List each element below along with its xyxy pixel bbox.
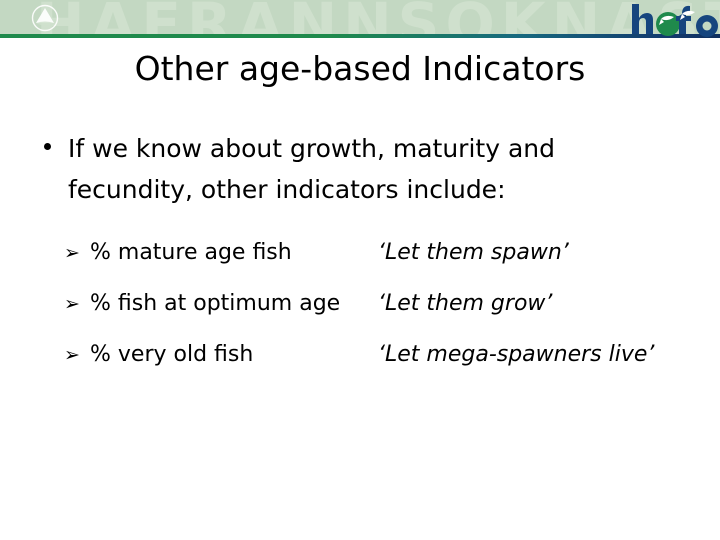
main-bullet-text: If we know about growth, maturity and fe… <box>68 134 555 204</box>
sub-indicator-list: ➢ % mature age fish ‘Let them spawn’ ➢ %… <box>0 234 720 387</box>
sub-item-label: % fish at optimum age <box>90 291 341 316</box>
sub-item-label: % mature age fish <box>90 240 292 265</box>
arrow-marker-icon: ➢ <box>64 242 80 264</box>
page-title: Other age-based Indicators <box>134 49 586 88</box>
header-divider-rule <box>0 34 720 38</box>
sub-item-label: % very old fish <box>90 342 254 367</box>
circle-cone-emblem-icon <box>30 3 60 33</box>
header-band: HAFRANNSÓKNASTOFNUN <box>0 0 720 34</box>
hafro-logo-icon <box>628 0 720 46</box>
sub-item-quote: ‘Let them spawn’ <box>378 240 569 265</box>
list-item: ➢ % fish at optimum age ‘Let them grow’ <box>0 285 720 336</box>
header-watermark-text: HAFRANNSÓKNASTOFNUN <box>36 0 720 34</box>
slide-body: If we know about growth, maturity and fe… <box>0 128 720 387</box>
list-item: ➢ % very old fish ‘Let mega-spawners liv… <box>0 336 720 387</box>
list-item: ➢ % mature age fish ‘Let them spawn’ <box>0 234 720 285</box>
sub-item-quote: ‘Let mega-spawners live’ <box>378 342 655 367</box>
sub-item-quote: ‘Let them grow’ <box>378 291 553 316</box>
bullet-dot-icon <box>44 143 51 150</box>
arrow-marker-icon: ➢ <box>64 293 80 315</box>
main-bullet-item: If we know about growth, maturity and fe… <box>0 128 628 210</box>
arrow-marker-icon: ➢ <box>64 344 80 366</box>
